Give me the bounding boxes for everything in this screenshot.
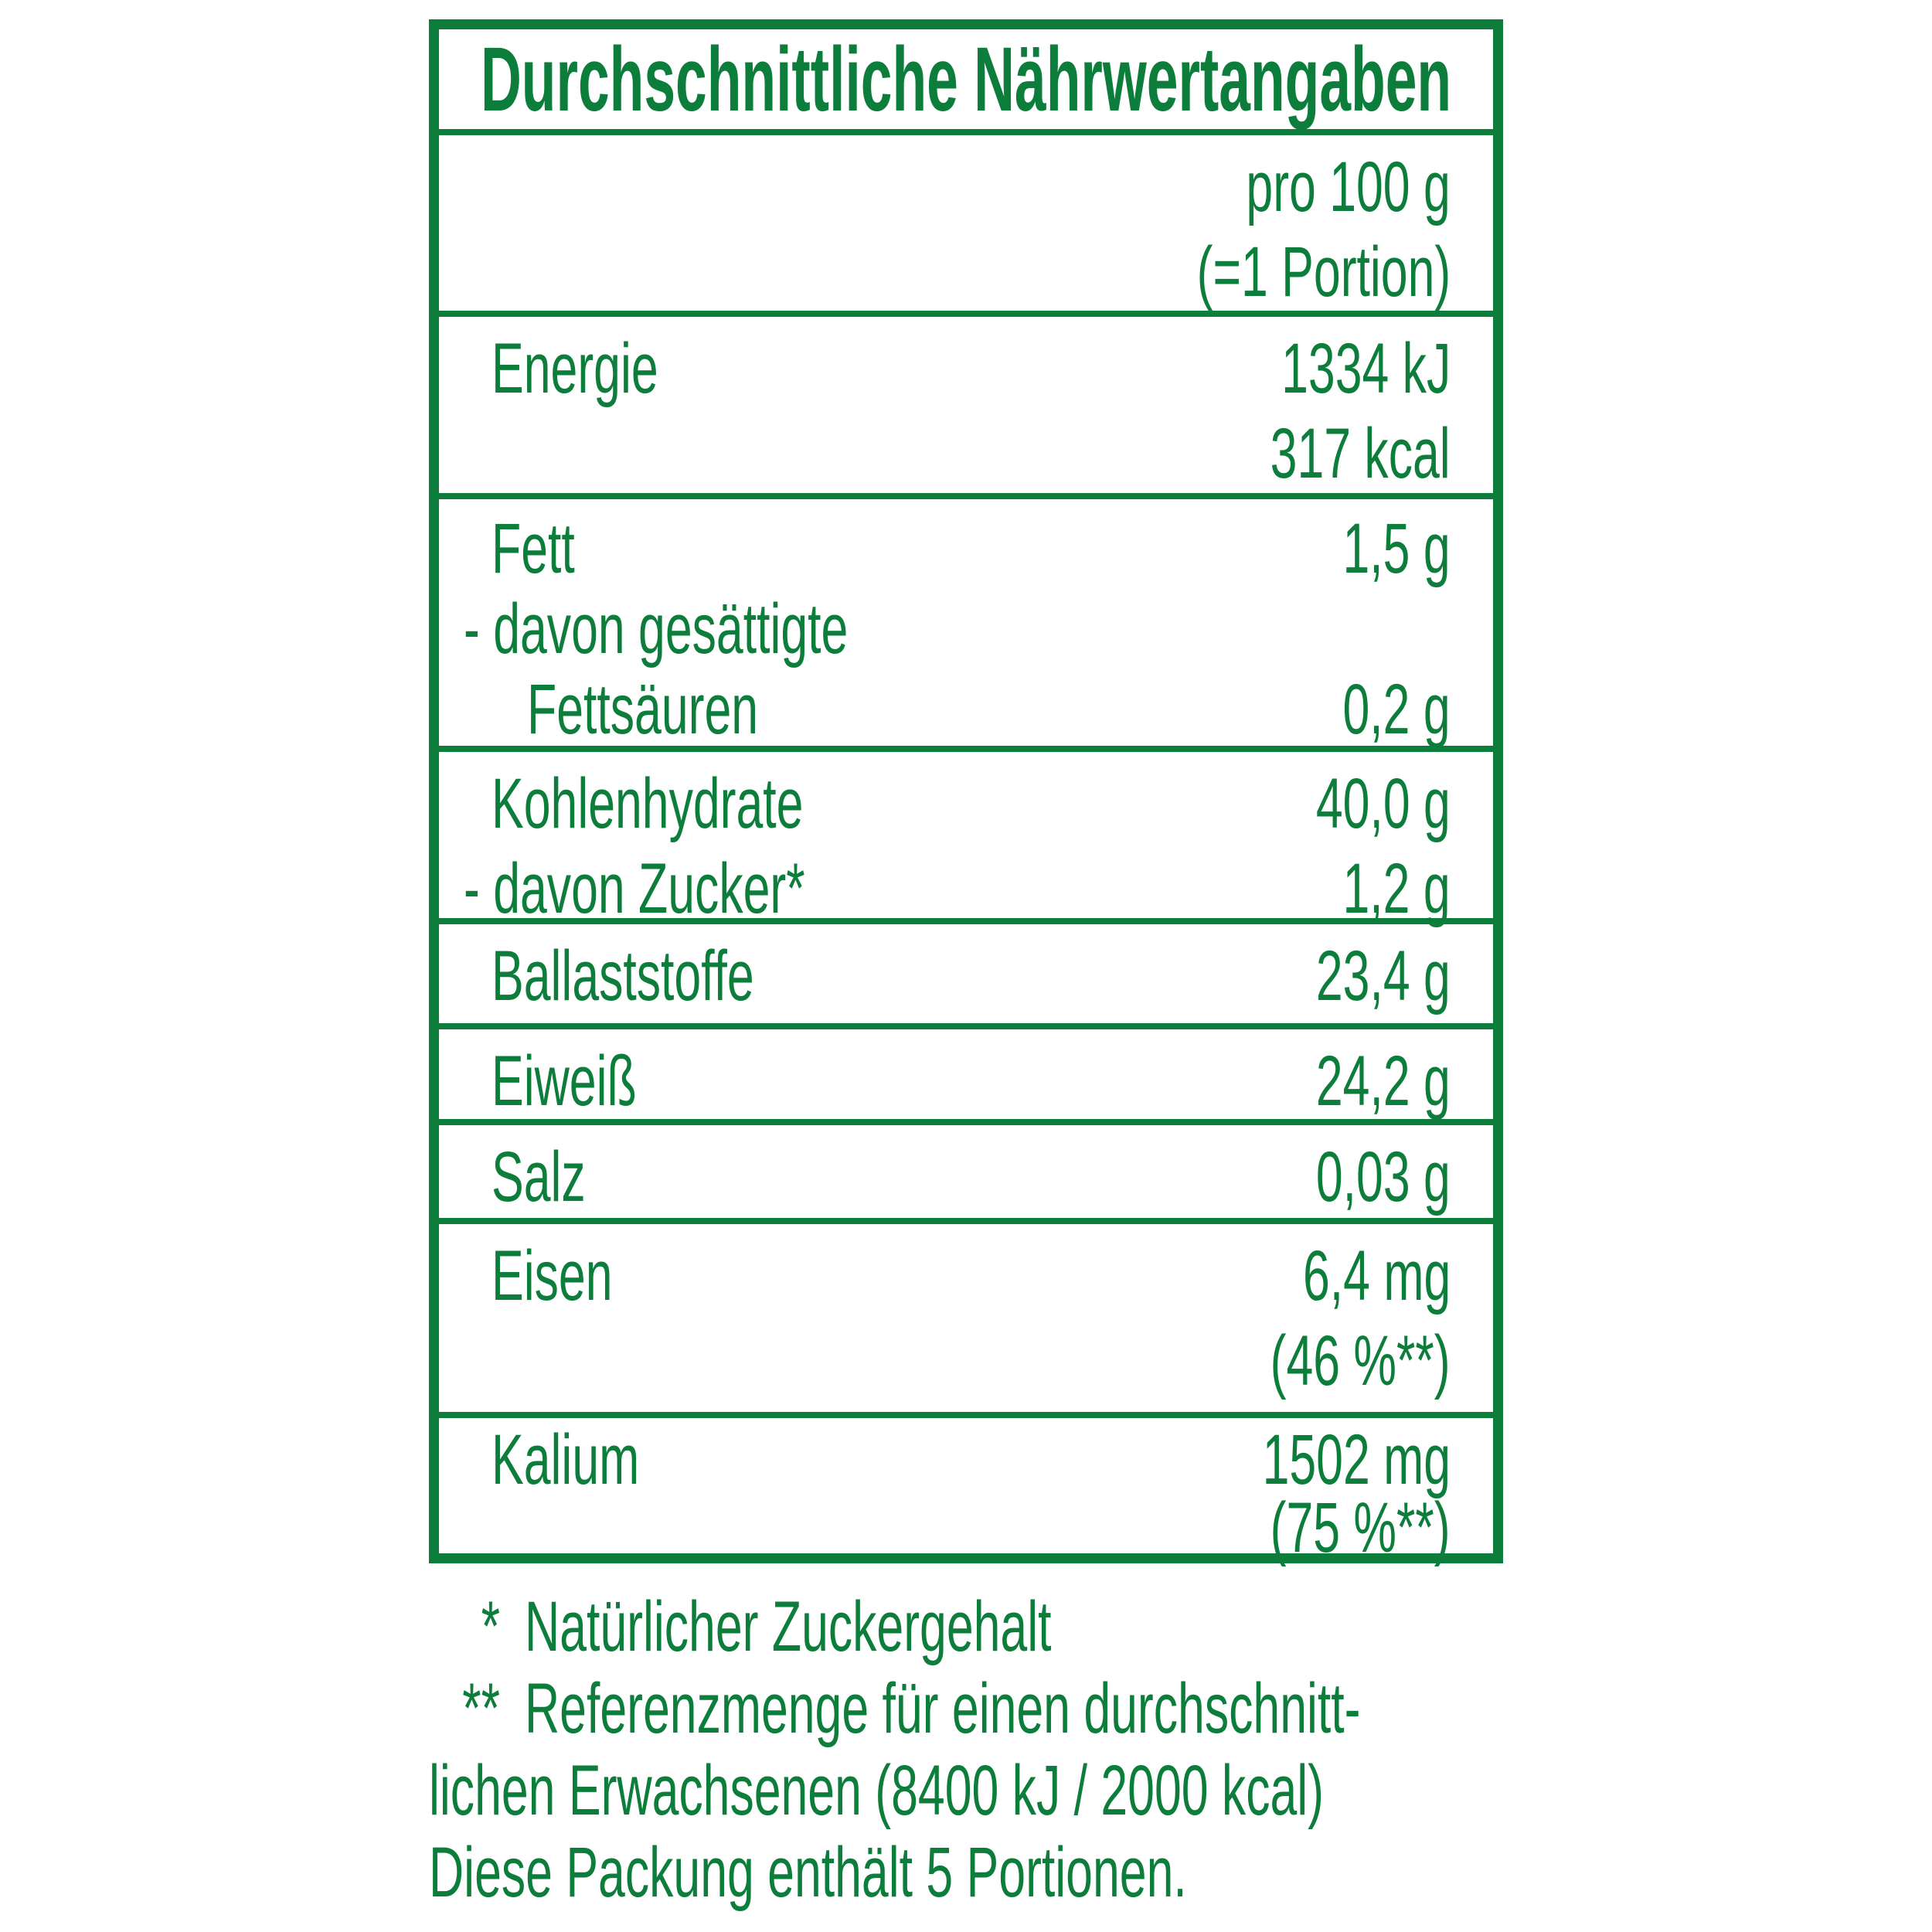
portion-text: (=1 Portion)	[1196, 233, 1451, 311]
table-line: (46 %**)	[492, 1318, 1451, 1403]
row-value: 1,2 g	[1342, 849, 1451, 928]
row-value: (46 %**)	[1270, 1321, 1451, 1400]
row-label: Fettsäuren	[527, 670, 759, 749]
table-row-ballaststoffe: Ballaststoffe 23,4 g	[439, 924, 1493, 1029]
footnote-text: Diese Packung enthält 5 Portionen.	[429, 1833, 1187, 1912]
row-label: Eiweiß	[492, 1042, 637, 1121]
footnote-referenzmenge-continued: lichen Erwachsenen (8400 kJ / 2000 kcal)	[429, 1750, 1588, 1832]
row-value: 0,03 g	[1316, 1138, 1451, 1216]
header-line: (=1 Portion)	[492, 230, 1451, 315]
table-row-energie: Energie 1334 kJ 317 kcal	[439, 317, 1493, 499]
row-label: Kalium	[492, 1420, 640, 1499]
row-label: Ballaststoffe	[492, 937, 754, 1015]
row-value: 317 kcal	[1270, 414, 1451, 493]
row-value: (75 %**)	[1270, 1488, 1451, 1567]
table-line: Fettsäuren 0,2 g	[492, 669, 1451, 750]
row-label: Energie	[492, 329, 658, 408]
table-row-kohlenhydrate: Kohlenhydrate 40,0 g - davon Zucker* 1,2…	[439, 752, 1493, 928]
table-row-kalium: Kalium 1502 mg (75 %**)	[439, 1418, 1493, 1563]
table-line: Eiweiß 24,2 g	[492, 1039, 1451, 1124]
table-row-header: pro 100 g (=1 Portion)	[439, 135, 1493, 317]
per-100g-text: pro 100 g	[1246, 148, 1451, 226]
row-value: 6,4 mg	[1302, 1236, 1451, 1315]
row-value: 1,5 g	[1342, 509, 1451, 588]
footnote-text: Referenzmenge für einen durchschnitt-	[525, 1669, 1361, 1748]
footnote-text: lichen Erwachsenen (8400 kJ / 2000 kcal)	[429, 1751, 1325, 1830]
footnote-portionen: Diese Packung enthält 5 Portionen.	[429, 1832, 1588, 1913]
row-label: - davon gesättigte	[464, 590, 849, 668]
table-line: (75 %**)	[492, 1488, 1451, 1567]
table-row-fett: Fett 1,5 g - davon gesättigte Fettsäuren…	[439, 499, 1493, 752]
table-line: Fett 1,5 g	[492, 509, 1451, 589]
row-value: 1334 kJ	[1281, 329, 1451, 408]
footnotes-block: * Natürlicher Zuckergehalt ** Referenzme…	[429, 1586, 1588, 1913]
footnote-zuckergehalt: * Natürlicher Zuckergehalt	[429, 1586, 1588, 1668]
row-value: 1502 mg	[1262, 1420, 1451, 1499]
table-line: Energie 1334 kJ	[492, 326, 1451, 411]
table-line: Salz 0,03 g	[492, 1134, 1451, 1219]
footnote-text: Natürlicher Zuckergehalt	[525, 1587, 1052, 1666]
table-title: Durchschnittliche Nährwertangaben	[439, 29, 1493, 135]
row-value: 40,0 g	[1316, 764, 1451, 843]
double-asterisk-marker: **	[462, 1669, 500, 1748]
row-label: Eisen	[492, 1236, 613, 1315]
row-value: 23,4 g	[1316, 937, 1451, 1015]
row-label: Kohlenhydrate	[492, 764, 804, 843]
table-line: Kalium 1502 mg	[492, 1420, 1451, 1499]
row-value: 24,2 g	[1316, 1042, 1451, 1121]
table-row-salz: Salz 0,03 g	[439, 1125, 1493, 1224]
table-row-eisen: Eisen 6,4 mg (46 %**)	[439, 1224, 1493, 1418]
row-label: Fett	[492, 509, 575, 588]
table-row-eiweiss: Eiweiß 24,2 g	[439, 1029, 1493, 1125]
table-line: - davon gesättigte	[464, 589, 1451, 669]
table-line: - davon Zucker* 1,2 g	[464, 846, 1451, 931]
header-line: pro 100 g	[492, 145, 1451, 230]
table-line: 317 kcal	[492, 411, 1451, 496]
row-value: 0,2 g	[1342, 670, 1451, 749]
table-line: Ballaststoffe 23,4 g	[492, 934, 1451, 1019]
table-line: Eisen 6,4 mg	[492, 1233, 1451, 1318]
table-title-text: Durchschnittliche Nährwertangaben	[480, 28, 1452, 131]
table-line: Kohlenhydrate 40,0 g	[492, 761, 1451, 846]
nutrition-facts-table: Durchschnittliche Nährwertangaben pro 10…	[429, 19, 1503, 1563]
row-label: - davon Zucker*	[464, 849, 805, 928]
asterisk-marker: *	[481, 1587, 500, 1666]
footnote-referenzmenge: ** Referenzmenge für einen durchschnitt-	[429, 1668, 1588, 1750]
row-label: Salz	[492, 1138, 586, 1216]
